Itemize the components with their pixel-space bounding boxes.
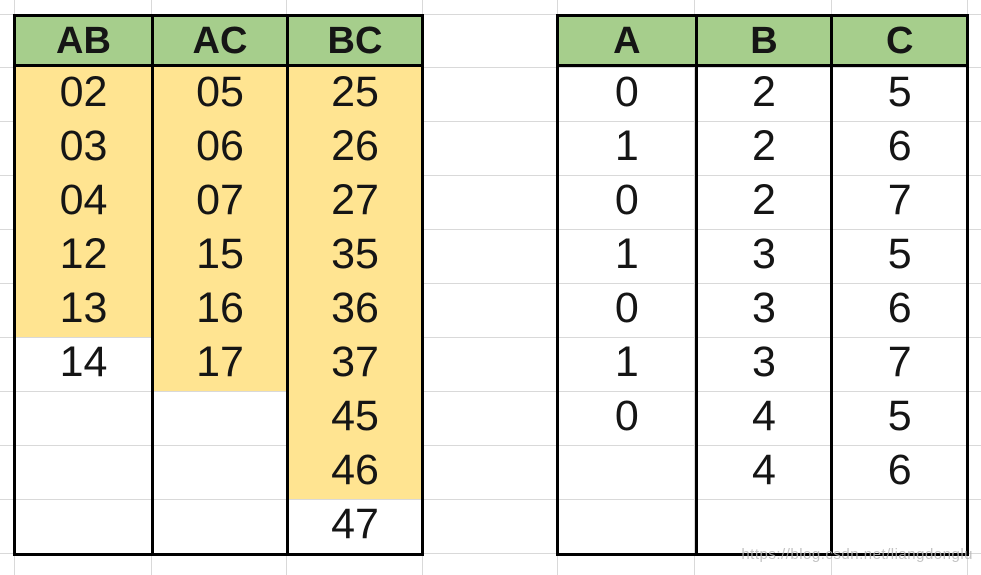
left-table-cell-AB-row3[interactable]: 04	[16, 175, 151, 229]
gridline-horizontal	[0, 14, 981, 15]
right-table-cell-A-row6[interactable]: 1	[614, 337, 639, 386]
right-table-header-B[interactable]: B	[694, 17, 831, 67]
right-table-cell-A-row7[interactable]: 0	[614, 391, 639, 440]
left-table-cell-AB-row8[interactable]	[16, 445, 151, 499]
gridline-vertical	[694, 0, 695, 575]
right-table-cell-C-row7[interactable]: 5	[830, 391, 966, 445]
right-table-cell-B-row2[interactable]: 2	[694, 121, 831, 175]
right-table-cell-C-row8[interactable]: 6	[830, 445, 966, 499]
gridline-horizontal	[0, 499, 981, 500]
left-table-cell-AB-row2[interactable]: 03	[16, 121, 151, 175]
right-table-cell-B-row4[interactable]: 3	[694, 229, 831, 283]
right-table-cell-A-row1[interactable]: 0	[614, 67, 639, 116]
right-table-cell-B-row8[interactable]: 4	[694, 445, 831, 499]
right-table-cell-A-row4[interactable]: 1	[614, 229, 639, 278]
right-table-cell-C-row6[interactable]: 7	[830, 337, 966, 391]
left-table-cell-BC-row5[interactable]: 36	[286, 283, 421, 337]
left-table-cell-AC-row6[interactable]: 17	[151, 337, 286, 391]
left-table-cell-AB-row6[interactable]: 14	[59, 337, 108, 386]
right-table-cell-B-row7[interactable]: 4	[694, 391, 831, 445]
left-table-cell-BC-row4[interactable]: 35	[286, 229, 421, 283]
gridline-horizontal	[0, 67, 981, 68]
left-table-cell-AB-row7[interactable]	[16, 391, 151, 445]
left-table-cell-AC-row3[interactable]: 07	[151, 175, 286, 229]
left-table-header-AC[interactable]: AC	[151, 17, 286, 67]
gridline-horizontal	[0, 445, 981, 446]
right-table-cell-B-row5[interactable]: 3	[694, 283, 831, 337]
right-table-cell-A-row9[interactable]	[559, 499, 695, 553]
left-table-cell-AC-row1[interactable]: 05	[151, 67, 286, 121]
right-table-cell-C-row4[interactable]: 5	[830, 229, 966, 283]
left-table-cell-AC-row5[interactable]: 16	[151, 283, 286, 337]
gridline-horizontal	[0, 229, 981, 230]
right-table-cell-A-row5[interactable]: 0	[614, 283, 639, 332]
left-table-cell-BC-row3[interactable]: 27	[286, 175, 421, 229]
left-table-header-AB[interactable]: AB	[16, 17, 151, 67]
gridline-horizontal	[0, 121, 981, 122]
left-table-cell-BC-row2[interactable]: 26	[286, 121, 421, 175]
watermark-text: https://blog.csdn.net/liangdonglu	[741, 546, 973, 563]
right-table-cell-A-row2[interactable]: 1	[614, 121, 639, 170]
left-table-cell-AC-row2[interactable]: 06	[151, 121, 286, 175]
right-table-cell-C-row2[interactable]: 6	[830, 121, 966, 175]
right-table-cell-A-row3[interactable]: 0	[614, 175, 639, 224]
left-table-cell-AB-row4[interactable]: 12	[16, 229, 151, 283]
gridline-horizontal	[0, 391, 981, 392]
left-table-header-BC[interactable]: BC	[286, 17, 421, 67]
left-table-cell-AC-row9[interactable]	[151, 499, 286, 553]
left-table-cell-AC-row7[interactable]	[151, 391, 286, 445]
gridline-horizontal	[0, 553, 981, 554]
left-table-cell-BC-row6[interactable]: 37	[286, 337, 421, 391]
left-table-cell-AB-row5[interactable]: 13	[16, 283, 151, 337]
right-table-cell-B-row1[interactable]: 2	[694, 67, 831, 121]
left-table-cell-BC-row9[interactable]: 47	[286, 499, 421, 553]
right-table-cell-C-row9[interactable]	[830, 499, 966, 553]
right-table-cell-C-row1[interactable]: 5	[830, 67, 966, 121]
gridline-horizontal	[0, 175, 981, 176]
right-table-cell-C-row5[interactable]: 6	[830, 283, 966, 337]
left-table-cell-AB-row1[interactable]: 02	[16, 67, 151, 121]
right-table-cell-B-row9[interactable]	[694, 499, 831, 553]
right-table-header-C[interactable]: C	[830, 17, 966, 67]
left-table: AB AC BC 02 05 25 03 06 26 04 07 27 12 15 35 13 16 36 14 17…	[13, 14, 424, 556]
left-table-cell-AC-row8[interactable]	[151, 445, 286, 499]
right-table-cell-B-row3[interactable]: 2	[694, 175, 831, 229]
left-table-cell-AC-row4[interactable]: 15	[151, 229, 286, 283]
right-table-cell-C-row3[interactable]: 7	[830, 175, 966, 229]
right-table-cell-B-row6[interactable]: 3	[694, 337, 831, 391]
gridline-horizontal	[0, 337, 981, 338]
left-table-cell-AB-row9[interactable]	[16, 499, 151, 553]
right-table-cell-A-row8[interactable]	[559, 445, 695, 499]
left-table-cell-BC-row8[interactable]: 46	[286, 445, 421, 499]
left-table-cell-BC-row1[interactable]: 25	[286, 67, 421, 121]
right-table-header-A[interactable]: A	[559, 17, 695, 67]
gridline-horizontal	[0, 283, 981, 284]
left-table-cell-BC-row7[interactable]: 45	[286, 391, 421, 445]
